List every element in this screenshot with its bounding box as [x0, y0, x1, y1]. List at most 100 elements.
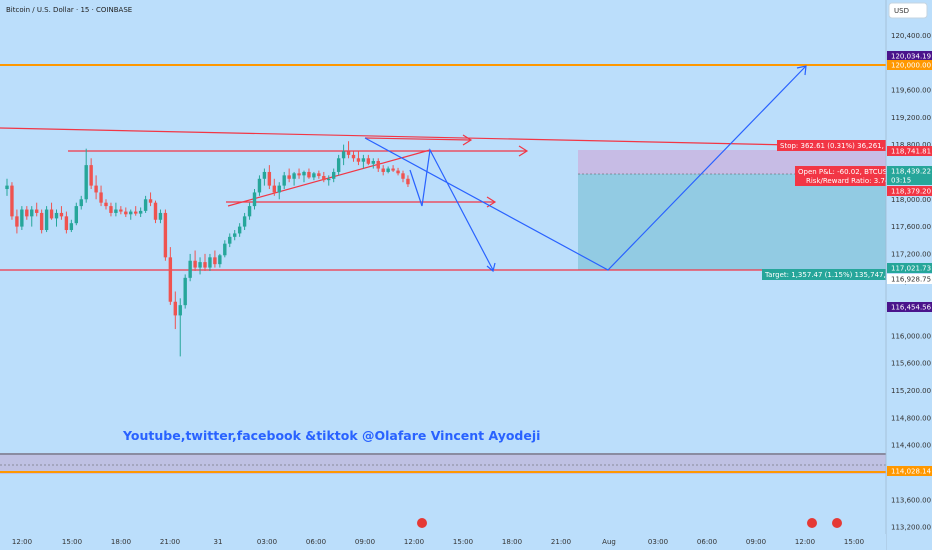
candle-body[interactable] — [99, 192, 103, 203]
candle-body[interactable] — [163, 212, 168, 258]
candle-body[interactable] — [282, 175, 286, 186]
candle-body[interactable] — [287, 175, 291, 179]
candle-body[interactable] — [237, 226, 242, 234]
candle-body[interactable] — [386, 168, 390, 172]
candle-body[interactable] — [124, 211, 128, 215]
candle-body[interactable] — [158, 212, 163, 220]
us-flag-icon[interactable] — [417, 518, 427, 528]
candle-body[interactable] — [406, 178, 410, 185]
candle-body[interactable] — [193, 260, 197, 268]
candle-body[interactable] — [277, 185, 281, 193]
candle-body[interactable] — [297, 173, 301, 176]
candle-body[interactable] — [188, 260, 192, 278]
currency-label[interactable]: USD — [894, 7, 909, 15]
candle-body[interactable] — [89, 165, 93, 186]
candle-body[interactable] — [143, 199, 148, 211]
candle-body[interactable] — [203, 262, 207, 268]
candle-body[interactable] — [336, 158, 341, 172]
candle-body[interactable] — [312, 173, 316, 178]
candle-body[interactable] — [25, 209, 29, 217]
candle-body[interactable] — [84, 165, 88, 200]
candle-body[interactable] — [233, 233, 237, 237]
candle-body[interactable] — [168, 257, 173, 302]
candle-body[interactable] — [5, 185, 9, 190]
candle-body[interactable] — [317, 173, 321, 177]
candle-body[interactable] — [74, 206, 78, 224]
candle-body[interactable] — [302, 171, 306, 176]
candle-body[interactable] — [64, 216, 69, 231]
candle-body[interactable] — [35, 209, 39, 213]
candle-body[interactable] — [138, 210, 143, 214]
candle-body[interactable] — [79, 199, 83, 207]
candle-body[interactable] — [332, 171, 336, 179]
support-band[interactable] — [0, 453, 886, 474]
candle-body[interactable] — [391, 168, 395, 171]
descending-trendline[interactable] — [0, 127, 887, 148]
time-axis[interactable] — [0, 534, 886, 550]
candlestick-series — [5, 141, 410, 357]
candle-body[interactable] — [208, 257, 212, 268]
candle-body[interactable] — [15, 216, 19, 227]
currency-button[interactable] — [888, 2, 928, 19]
candle-body[interactable] — [361, 158, 366, 162]
candle-body[interactable] — [292, 173, 296, 179]
candle-body[interactable] — [401, 173, 405, 179]
candle-body[interactable] — [129, 211, 133, 215]
candle-body[interactable] — [262, 171, 267, 179]
price-tick-label: 118,000.00 — [891, 196, 931, 204]
candle-body[interactable] — [183, 277, 187, 306]
candle-body[interactable] — [213, 257, 217, 265]
candle-body[interactable] — [396, 170, 400, 174]
candle-body[interactable] — [94, 185, 98, 193]
candle-body[interactable] — [104, 202, 108, 207]
candle-body[interactable] — [10, 185, 14, 217]
candle-body[interactable] — [109, 206, 113, 213]
candle-body[interactable] — [381, 168, 385, 172]
candle-body[interactable] — [39, 212, 44, 231]
candle-body[interactable] — [153, 202, 158, 220]
projection-path[interactable] — [421, 148, 494, 271]
candle-body[interactable] — [54, 212, 59, 219]
candle-body[interactable] — [257, 178, 262, 193]
candle-body[interactable] — [252, 192, 257, 207]
candle-body[interactable] — [228, 236, 232, 244]
candle-body[interactable] — [322, 176, 326, 181]
candle-body[interactable] — [327, 178, 331, 181]
candle-body[interactable] — [49, 209, 54, 219]
candle-body[interactable] — [341, 151, 346, 159]
candle-body[interactable] — [376, 161, 380, 169]
candle-body[interactable] — [223, 243, 227, 256]
price-tag-box — [887, 186, 932, 196]
candle-body[interactable] — [247, 206, 252, 217]
candle-body[interactable] — [272, 185, 276, 193]
candle-body[interactable] — [346, 151, 351, 155]
candle-body[interactable] — [307, 171, 311, 178]
target-zone[interactable] — [578, 174, 886, 270]
candle-body[interactable] — [119, 209, 123, 212]
candle-body[interactable] — [371, 161, 375, 164]
us-flag-icon[interactable] — [832, 518, 842, 528]
candle-body[interactable] — [351, 154, 356, 159]
top-arrow-line[interactable] — [364, 137, 471, 141]
candle-body[interactable] — [267, 171, 272, 186]
candle-body[interactable] — [198, 262, 202, 268]
candle-body[interactable] — [134, 211, 138, 214]
time-axis-labels: 12:00 15:00 18:00 21:00 31 03:00 06:00 09:00 12:… — [12, 538, 864, 546]
candle-body[interactable] — [30, 209, 34, 217]
candle-body[interactable] — [69, 223, 74, 231]
candle-body[interactable] — [218, 255, 222, 265]
candle-body[interactable] — [173, 301, 177, 316]
candle-body[interactable] — [178, 305, 182, 316]
projection-path-2[interactable] — [364, 65, 807, 271]
candle-body[interactable] — [242, 216, 247, 227]
candle-body[interactable] — [59, 212, 64, 217]
candle-body[interactable] — [114, 209, 118, 213]
candle-body[interactable] — [356, 158, 361, 162]
candle-body[interactable] — [366, 158, 371, 164]
candle-body[interactable] — [20, 209, 24, 227]
candle-body[interactable] — [44, 209, 49, 231]
us-flag-icon[interactable] — [807, 518, 817, 528]
candle-body[interactable] — [148, 199, 153, 203]
